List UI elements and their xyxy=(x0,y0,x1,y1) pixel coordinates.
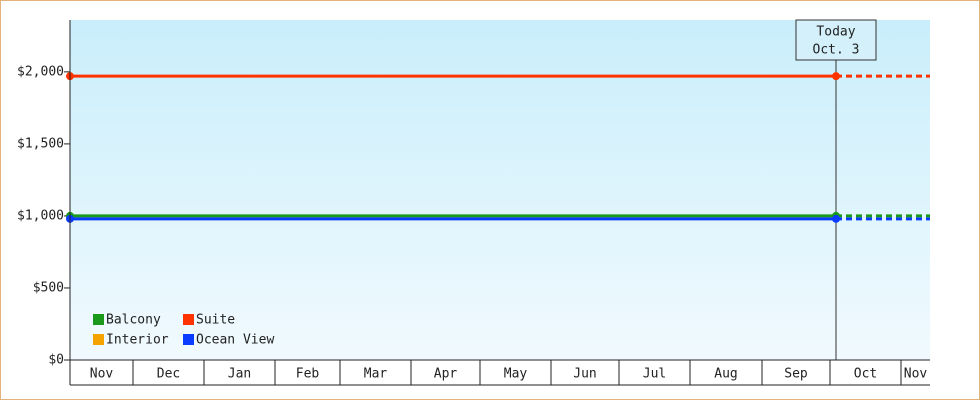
x-tick-label: Sep xyxy=(784,367,808,382)
today-box xyxy=(795,19,877,61)
legend-label: Ocean View xyxy=(196,333,274,348)
y-tick-label: $1,000 xyxy=(17,208,64,223)
x-tick-label: Oct xyxy=(854,367,877,382)
y-tick-label: $500 xyxy=(33,280,64,295)
point xyxy=(832,214,840,223)
legend-label: Interior xyxy=(106,333,169,348)
x-tick-label: Apr xyxy=(434,367,458,382)
today-date: Oct. 3 xyxy=(813,43,860,58)
legend-swatch xyxy=(93,334,104,345)
x-tick-label: Aug xyxy=(714,367,737,382)
plot-area xyxy=(70,20,930,360)
legend-swatch xyxy=(93,314,104,325)
legend-label: Suite xyxy=(196,313,235,328)
x-tick-label: Feb xyxy=(296,367,320,382)
x-tick-label: Jul xyxy=(643,367,666,382)
x-tick-label: Nov xyxy=(904,367,928,382)
y-tick-label: $2,000 xyxy=(17,64,64,79)
y-tick-label: $0 xyxy=(48,353,64,368)
x-tick-label: Dec xyxy=(157,367,180,382)
x-tick-label: Jan xyxy=(228,367,251,382)
legend-label: Balcony xyxy=(106,313,161,328)
legend-swatch xyxy=(183,334,194,345)
point xyxy=(832,72,840,81)
y-tick-label: $1,500 xyxy=(17,136,64,151)
x-tick-label: Jun xyxy=(573,367,596,382)
x-tick-label: Nov xyxy=(90,367,114,382)
legend-swatch xyxy=(183,314,194,325)
today-title: Today xyxy=(816,25,855,40)
x-tick-label: Mar xyxy=(364,367,388,382)
x-tick-label: May xyxy=(504,367,528,382)
